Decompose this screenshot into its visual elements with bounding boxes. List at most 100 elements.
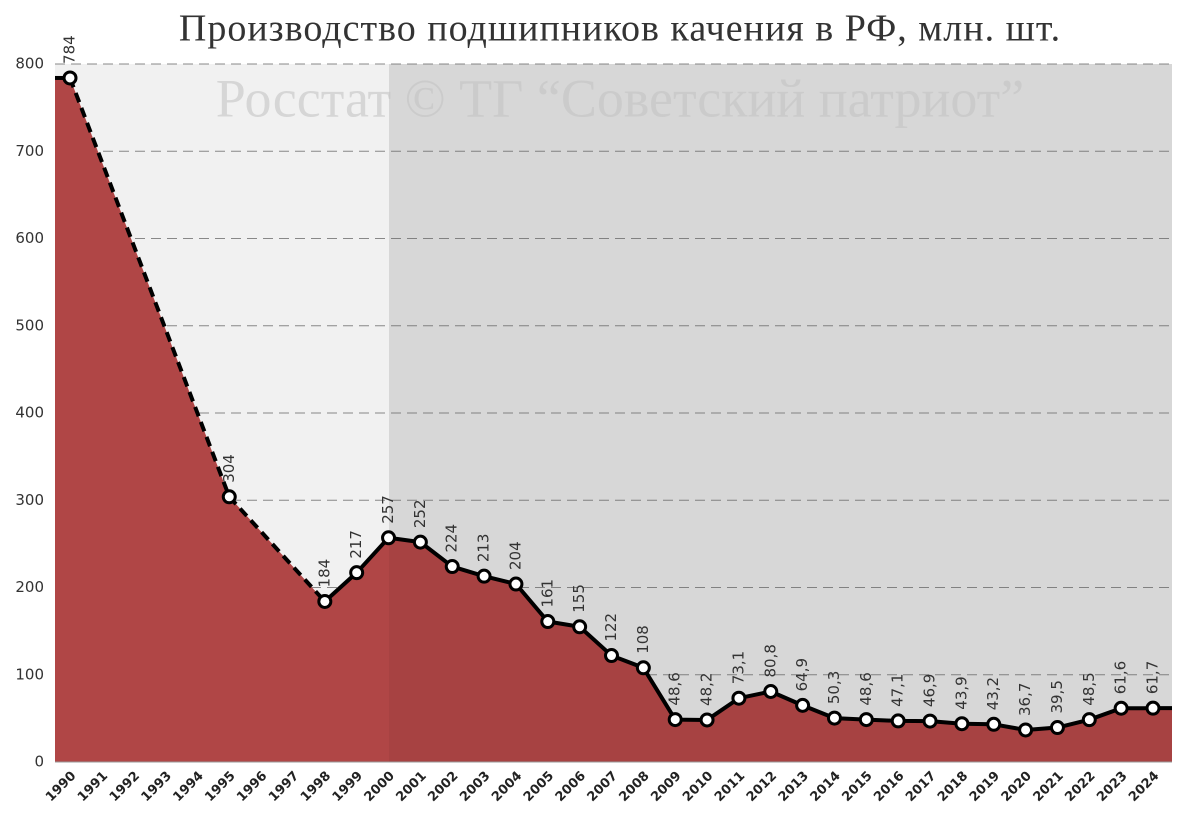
x-tick-label: 1999 xyxy=(330,769,366,805)
shade-overlay xyxy=(389,64,1172,762)
point xyxy=(540,614,556,630)
point xyxy=(604,648,619,664)
x-tick-label: 2014 xyxy=(808,769,844,805)
point xyxy=(572,619,588,635)
y-tick-label: 200 xyxy=(15,578,44,596)
value-label: 48,6 xyxy=(857,672,875,705)
x-tick-label: 2007 xyxy=(585,769,621,805)
value-label: 257 xyxy=(379,495,397,524)
y-tick-label: 700 xyxy=(15,142,44,160)
value-label: 47,1 xyxy=(889,673,907,706)
y-tick-label: 400 xyxy=(15,404,44,422)
point xyxy=(635,660,651,676)
value-label: 64,9 xyxy=(793,658,811,691)
value-label: 204 xyxy=(506,541,524,570)
point xyxy=(986,716,1002,732)
point xyxy=(826,710,842,726)
point xyxy=(508,576,524,592)
point xyxy=(954,716,970,732)
point xyxy=(221,489,237,505)
x-tick-label: 2015 xyxy=(839,769,875,805)
point xyxy=(412,534,428,550)
point xyxy=(858,712,874,728)
x-tick-label: 1994 xyxy=(171,769,207,805)
x-tick-label: 2016 xyxy=(871,769,907,805)
value-label: 161 xyxy=(538,579,556,608)
x-tick-label: 2024 xyxy=(1126,769,1162,805)
value-label: 184 xyxy=(315,559,333,588)
value-label: 784 xyxy=(61,35,79,64)
x-tick-label: 2023 xyxy=(1094,769,1130,805)
value-label: 61,7 xyxy=(1144,661,1162,694)
x-tick-label: 2017 xyxy=(903,769,939,805)
value-label: 39,5 xyxy=(1048,680,1066,713)
x-tick-label: 2001 xyxy=(393,769,429,805)
point xyxy=(317,593,333,609)
chart-title: Производство подшипников качения в РФ, м… xyxy=(179,8,1061,50)
x-tick-label: 2005 xyxy=(521,769,557,805)
y-tick-label: 500 xyxy=(15,316,44,334)
x-tick-label: 2018 xyxy=(935,769,971,805)
line-gap-connector xyxy=(227,495,327,603)
point xyxy=(349,565,365,581)
value-label: 122 xyxy=(602,613,620,642)
x-tick-label: 2008 xyxy=(616,769,652,805)
y-tick-label: 100 xyxy=(15,665,44,683)
x-tick-label: 2004 xyxy=(489,769,525,805)
value-label: 46,9 xyxy=(921,674,939,707)
value-label: 217 xyxy=(347,530,365,559)
x-tick-label: 1993 xyxy=(139,769,175,805)
point xyxy=(922,713,938,729)
x-tick-label: 2010 xyxy=(680,769,716,805)
x-tick-label: 2002 xyxy=(425,769,461,805)
value-label: 48,5 xyxy=(1080,672,1098,705)
x-tick-label: 1996 xyxy=(234,769,270,805)
area xyxy=(55,77,1172,762)
y-tick-label: 800 xyxy=(15,55,44,73)
point xyxy=(476,568,492,584)
value-label: 80,8 xyxy=(761,644,779,677)
x-tick-label: 1990 xyxy=(43,769,79,805)
x-tick-label: 1992 xyxy=(107,769,143,805)
value-label: 252 xyxy=(411,499,429,528)
value-label: 108 xyxy=(634,625,652,654)
point xyxy=(1018,722,1034,738)
x-tick-label: 1991 xyxy=(75,769,111,805)
x-tick-label: 2006 xyxy=(553,769,589,805)
point xyxy=(795,697,811,713)
value-label: 36,7 xyxy=(1016,683,1034,716)
line-gap-connector xyxy=(68,77,232,498)
value-label: 48,2 xyxy=(698,673,716,706)
value-label: 304 xyxy=(220,454,238,483)
x-tick-label: 2020 xyxy=(999,769,1035,805)
point xyxy=(667,712,683,728)
x-tick-label: 2011 xyxy=(712,769,748,805)
x-tick-label: 2000 xyxy=(362,769,398,805)
x-tick-label: 2003 xyxy=(457,769,493,805)
y-tick-label: 0 xyxy=(34,753,44,771)
value-label: 43,9 xyxy=(952,676,970,709)
point xyxy=(381,530,397,546)
value-label: 73,1 xyxy=(729,651,747,684)
x-tick-label: 2009 xyxy=(648,769,684,805)
point xyxy=(1113,700,1129,716)
value-label: 61,6 xyxy=(1112,661,1130,694)
point xyxy=(1145,700,1161,716)
x-tick-label: 2022 xyxy=(1062,769,1098,805)
value-label: 43,2 xyxy=(984,677,1002,710)
point xyxy=(699,712,715,728)
point xyxy=(890,713,906,729)
point xyxy=(444,559,460,575)
value-label: 48,6 xyxy=(666,672,684,705)
value-label: 213 xyxy=(475,534,493,563)
value-label: 224 xyxy=(443,524,461,553)
point xyxy=(1081,712,1097,728)
x-tick-label: 1997 xyxy=(266,769,302,805)
x-tick-label: 2013 xyxy=(776,769,812,805)
point xyxy=(1049,720,1065,736)
point xyxy=(731,690,747,706)
point xyxy=(62,70,78,86)
value-label: 155 xyxy=(570,584,588,613)
y-tick-label: 300 xyxy=(15,491,44,509)
